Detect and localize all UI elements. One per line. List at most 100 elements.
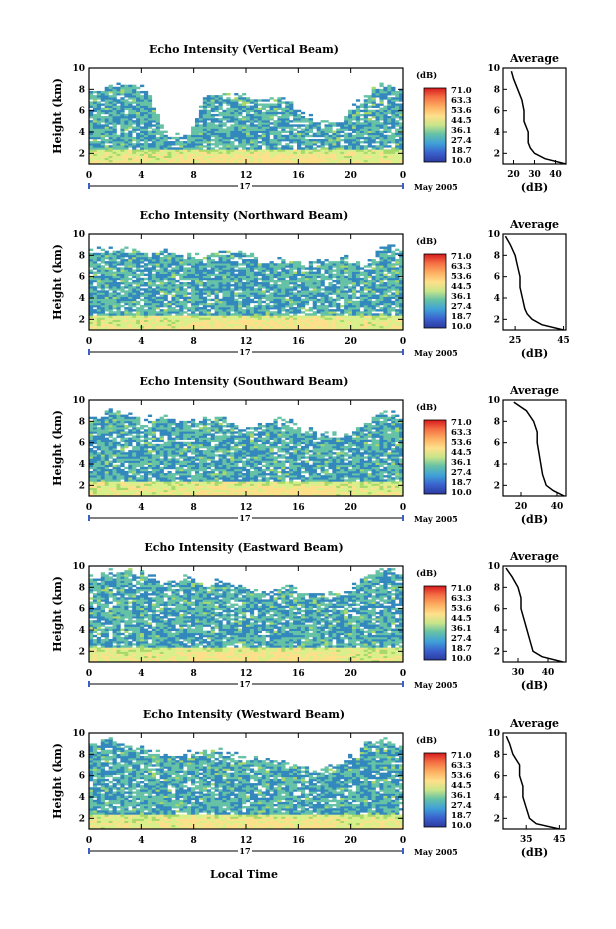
heatmap-cell	[214, 132, 219, 136]
heatmap-cell	[140, 159, 145, 163]
heatmap-cell	[143, 113, 149, 117]
heatmap-cell	[167, 279, 172, 283]
heatmap-cell	[312, 327, 317, 331]
heatmap-cell	[206, 263, 211, 266]
heatmap-cell	[132, 161, 137, 165]
heatmap-cell	[253, 317, 259, 320]
heatmap-cell	[281, 296, 286, 299]
heatmap-cell	[246, 99, 251, 102]
heatmap-cell	[351, 269, 357, 272]
heatmap-cell	[363, 147, 368, 150]
heatmap-cell	[100, 435, 105, 438]
heatmap-cell	[344, 296, 349, 299]
heatmap-cell	[269, 292, 274, 295]
heatmap-cell	[242, 134, 247, 138]
heatmap-cell	[218, 250, 223, 254]
heatmap-cell	[100, 491, 105, 495]
heatmap-cell	[194, 284, 200, 287]
heatmap-cell	[344, 141, 349, 144]
heatmap-cell	[171, 155, 176, 159]
heatmap-cell	[324, 315, 329, 318]
heatmap-cell	[249, 284, 255, 287]
heatmap-cell	[316, 153, 321, 156]
heatmap-cell	[92, 267, 98, 270]
heatmap-cell	[391, 122, 396, 125]
heatmap-cell	[336, 273, 341, 277]
heatmap-cell	[300, 282, 306, 285]
heatmap-cell	[363, 292, 368, 295]
heatmap-cell	[116, 161, 121, 165]
heatmap-cell	[198, 279, 204, 283]
heatmap-cell	[379, 93, 384, 96]
heatmap-cell	[363, 103, 368, 106]
heatmap-cell	[89, 327, 94, 331]
heatmap-cell	[104, 462, 109, 465]
heatmap-cell	[379, 161, 384, 165]
heatmap-cell	[159, 302, 164, 306]
heatmap-cell	[206, 97, 211, 100]
heatmap-cell	[297, 269, 302, 272]
heatmap-cell	[340, 279, 345, 283]
heatmap-cell	[100, 311, 105, 314]
heatmap-cell	[136, 120, 141, 123]
heatmap-cell	[281, 153, 286, 156]
heatmap-cell	[183, 269, 188, 272]
heatmap-cell	[249, 309, 255, 312]
heatmap-cell	[379, 288, 384, 291]
heatmap-cell	[120, 141, 125, 144]
heatmap-cell	[300, 147, 306, 150]
heatmap-cell	[308, 284, 314, 287]
heatmap-cell	[92, 99, 98, 102]
colorbar-label: 71.0	[451, 252, 472, 262]
heatmap-cell	[383, 250, 388, 254]
heatmap-cell	[112, 126, 117, 129]
heatmap-cell	[100, 418, 105, 422]
heatmap-cell	[104, 298, 109, 302]
heatmap-cell	[261, 271, 266, 274]
heatmap-cell	[124, 132, 129, 136]
heatmap-cell	[253, 275, 259, 279]
heatmap-cell	[214, 252, 219, 256]
heatmap-cell	[249, 292, 255, 295]
heatmap-cell	[332, 145, 337, 148]
heatmap-cell	[328, 149, 333, 152]
heatmap-cell	[214, 321, 219, 325]
heatmap-cell	[355, 275, 361, 279]
heatmap-cell	[100, 309, 105, 312]
heatmap-cell	[191, 267, 196, 270]
heatmap-cell	[151, 261, 157, 264]
heatmap-cell	[355, 315, 361, 318]
heatmap-cell	[155, 126, 160, 129]
heatmap-cell	[179, 149, 184, 152]
heatmap-cell	[355, 151, 361, 154]
heatmap-cell	[218, 309, 223, 312]
heatmap-cell	[348, 317, 353, 320]
heatmap-cell	[348, 143, 353, 146]
heatmap-cell	[124, 263, 129, 266]
heatmap-cell	[183, 145, 188, 148]
heatmap-cell	[363, 315, 368, 318]
heatmap-cell	[297, 292, 302, 295]
heatmap-cell	[242, 275, 247, 279]
heatmap-cell	[340, 149, 345, 152]
heatmap-cell	[151, 130, 157, 133]
heatmap-cell	[383, 122, 388, 125]
heatmap-cell	[261, 290, 266, 293]
y-tick-label: 10	[72, 230, 85, 240]
heatmap-cell	[375, 250, 380, 254]
heatmap-cell	[167, 256, 172, 260]
heatmap-cell	[316, 279, 321, 283]
heatmap-cell	[399, 134, 404, 138]
heatmap-cell	[112, 273, 117, 277]
day-label-bg	[238, 181, 252, 191]
heatmap-cell	[332, 327, 337, 331]
heatmap-cells	[89, 408, 404, 497]
heatmap-cell	[112, 120, 117, 123]
heatmap-cell	[242, 315, 247, 318]
heatmap-cell	[191, 273, 196, 277]
heatmap-cell	[242, 157, 247, 161]
heatmap-cell	[124, 138, 129, 142]
heatmap-cell	[253, 277, 259, 281]
heatmap-cell	[112, 319, 117, 322]
heatmap-cell	[242, 99, 247, 102]
